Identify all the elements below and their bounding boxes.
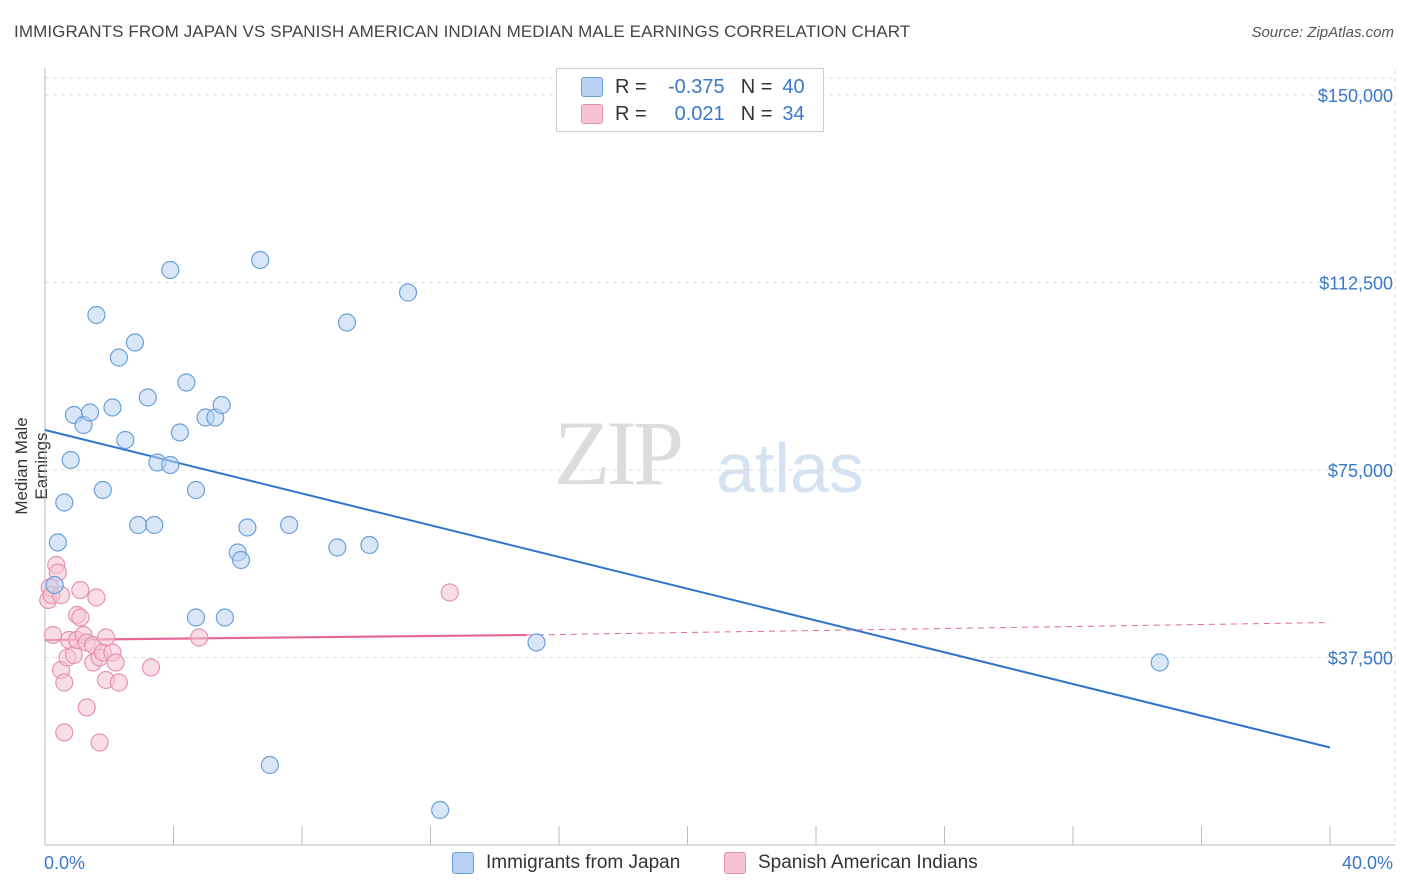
point-spanish-american-indian	[77, 698, 96, 717]
point-spanish-american-indian	[141, 658, 161, 677]
legend-n-value-sai: 34	[782, 102, 805, 125]
point-japan	[260, 755, 279, 775]
source-note: Source: ZipAtlas.com	[1251, 24, 1394, 41]
trend-line-sai-extension	[526, 622, 1331, 636]
x-tick-label: 40.0%	[1342, 853, 1393, 873]
point-spanish-american-indian	[64, 645, 84, 665]
point-japan	[280, 515, 299, 535]
point-spanish-american-indian	[55, 723, 74, 742]
point-japan	[61, 450, 80, 470]
x-tick-label: 0.0%	[44, 853, 85, 873]
point-japan	[170, 423, 190, 442]
point-japan	[125, 333, 145, 352]
point-japan	[145, 515, 164, 535]
legend-label-sai: Spanish American Indians	[758, 852, 978, 873]
point-japan	[1150, 653, 1169, 672]
point-spanish-american-indian	[71, 608, 90, 627]
point-japan	[116, 430, 135, 450]
legend-swatch-japan	[581, 77, 603, 97]
legend-row-japan: R = -0.375 N = 40	[581, 74, 805, 100]
legend-r-value-japan: -0.375	[667, 75, 725, 98]
point-spanish-american-indian	[55, 673, 74, 692]
point-spanish-american-indian	[90, 733, 109, 752]
point-japan	[55, 493, 74, 512]
point-japan	[231, 550, 251, 570]
point-spanish-american-indian	[440, 583, 459, 602]
point-japan	[186, 480, 206, 500]
point-spanish-american-indian	[43, 625, 63, 645]
point-spanish-american-indian	[106, 653, 125, 672]
legend-row-sai: R = 0.021 N = 34	[581, 101, 805, 127]
point-japan	[398, 283, 418, 302]
point-spanish-american-indian	[190, 628, 209, 647]
point-japan	[48, 533, 67, 552]
y-tick-label: $75,000	[1328, 461, 1393, 481]
point-japan	[360, 535, 379, 555]
legend-n-value-japan: 40	[782, 75, 805, 98]
point-japan	[161, 455, 180, 475]
legend-swatch-sai	[724, 852, 746, 874]
point-japan	[251, 250, 270, 270]
point-japan	[215, 608, 234, 627]
y-tick-label: $37,500	[1328, 649, 1393, 669]
trend-lines	[44, 429, 1331, 749]
point-japan	[109, 348, 128, 367]
point-spanish-american-indian	[87, 588, 106, 607]
legend-item-japan[interactable]: Immigrants from Japan	[452, 852, 680, 874]
point-japan	[212, 395, 231, 415]
gridlines	[45, 70, 1396, 845]
series-legend: Immigrants from Japan Spanish American I…	[0, 852, 1406, 878]
correlation-legend: R = -0.375 N = 40 R = 0.021 N = 34	[556, 68, 824, 132]
watermark-zip: ZIP	[554, 402, 684, 504]
point-japan	[129, 515, 148, 535]
legend-n-label: N =	[740, 102, 773, 125]
legend-swatch-sai	[581, 104, 603, 124]
point-japan	[337, 313, 357, 332]
y-tick-label: $150,000	[1318, 86, 1393, 106]
point-spanish-american-indian	[96, 628, 116, 647]
point-japan	[93, 480, 112, 500]
chart-title: IMMIGRANTS FROM JAPAN VS SPANISH AMERICA…	[14, 22, 911, 41]
point-japan	[87, 305, 106, 325]
point-japan	[238, 518, 257, 537]
axes	[44, 68, 1395, 846]
point-japan	[80, 403, 100, 422]
legend-r-label: R =	[615, 75, 647, 98]
point-spanish-american-indian	[109, 673, 128, 692]
point-japan	[527, 633, 546, 652]
legend-swatch-japan	[452, 852, 474, 874]
trend-line-japan	[44, 429, 1331, 749]
data-points	[39, 250, 1169, 820]
legend-r-value-sai: 0.021	[674, 102, 725, 125]
point-japan	[161, 260, 180, 280]
point-japan	[138, 388, 157, 407]
tick-labels: $37,500 $75,000 $112,500 $150,000 0.0% 40.0%	[44, 86, 1393, 873]
watermark-atlas: atlas	[716, 429, 864, 507]
legend-item-sai[interactable]: Spanish American Indians	[724, 852, 978, 874]
point-japan	[328, 538, 347, 557]
trend-line-sai	[44, 633, 527, 642]
legend-r-label: R =	[615, 102, 647, 125]
point-japan	[186, 608, 206, 627]
point-japan	[45, 575, 64, 595]
point-spanish-american-indian	[71, 580, 90, 600]
point-japan	[103, 398, 122, 417]
y-tick-label: $112,500	[1319, 274, 1393, 294]
legend-label-japan: Immigrants from Japan	[486, 852, 681, 873]
legend-n-label: N =	[740, 75, 773, 98]
point-japan	[177, 373, 196, 392]
point-japan	[431, 800, 450, 820]
